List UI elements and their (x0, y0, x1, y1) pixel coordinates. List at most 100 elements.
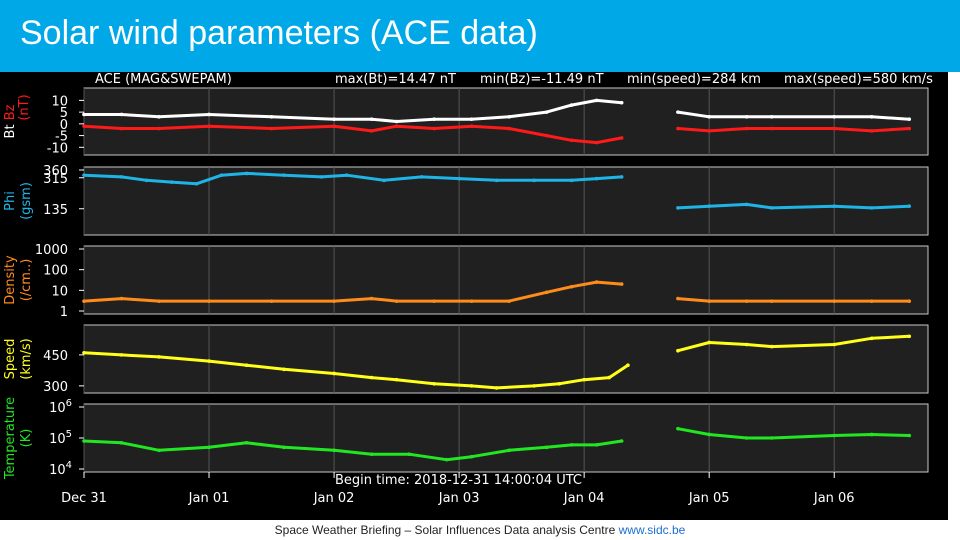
series-density-point (769, 299, 774, 303)
series-temperature-point (594, 443, 599, 447)
series-speed-point (332, 371, 336, 376)
series-phi-point (419, 175, 424, 179)
y-tick-label: 360 (43, 164, 68, 179)
series-phi-line (83, 171, 622, 186)
y-axis-label: Speed (3, 339, 18, 380)
series-phi-point (832, 204, 837, 208)
series-bz-point (469, 124, 474, 128)
y-axis-unit: (/cm..) (19, 259, 34, 302)
title-bar: Solar wind parameters (ACE data) (0, 0, 960, 72)
y-tick-label: 450 (43, 349, 68, 364)
y-tick-label: 135 (43, 203, 68, 218)
y-axis-label: Bt Bz (3, 104, 18, 138)
series-bz-point (594, 140, 599, 145)
y-label-bz: Bz (3, 104, 18, 120)
series-bt-point (594, 98, 599, 103)
series-bt-point (82, 112, 86, 117)
footer-link[interactable]: www.sidc.be (618, 523, 686, 537)
series-bz-point (394, 124, 399, 128)
header-min-bz: min(Bz)=-11.49 nT (480, 72, 604, 87)
series-density-point (394, 299, 399, 303)
series-density-point (619, 282, 624, 286)
series-bz-point (507, 126, 511, 131)
header-max-bt: max(Bt)=14.47 nT (335, 72, 456, 87)
series-bz-point (332, 124, 336, 128)
y-tick-label: 300 (43, 380, 68, 395)
series-phi-point (619, 175, 624, 179)
series-bz-point (707, 129, 711, 133)
y-axis-unit: (nT) (17, 94, 32, 120)
series-phi-point (494, 178, 499, 183)
series-bt-point (832, 115, 837, 119)
series-density-point (207, 299, 211, 303)
series-density-point (569, 284, 574, 289)
series-temperature-point (282, 445, 286, 450)
series-speed-point (532, 384, 536, 388)
x-tick-label: Jan 06 (813, 491, 855, 506)
series-temperature-point (619, 439, 624, 443)
series-speed-point (557, 382, 561, 386)
y-tick-label: -10 (47, 141, 68, 156)
series-density-point (369, 296, 374, 301)
x-tick-label: Jan 03 (438, 491, 480, 506)
series-bt-point (744, 115, 749, 119)
series-bz-point (769, 126, 774, 131)
series-phi-point (707, 204, 711, 208)
header-max-speed: max(speed)=580 km/s (784, 72, 933, 87)
series-bt-point (507, 115, 511, 119)
series-phi-point (907, 204, 912, 208)
series-temperature-point (832, 433, 837, 438)
y-tick-label: 0 (60, 118, 68, 133)
y-tick-label: 5 (60, 106, 68, 121)
series-phi-point (194, 181, 199, 186)
series-phi-point (144, 178, 149, 183)
series-density-point (907, 299, 912, 303)
y-tick-label: 1000 (35, 243, 68, 258)
series-bt-point (676, 110, 680, 114)
series-temperature-point (82, 439, 86, 443)
series-temperature-point (469, 454, 474, 459)
series-temperature-point (507, 448, 511, 453)
series-temperature-point (744, 436, 749, 440)
footer: Space Weather Briefing – Solar Influence… (0, 520, 960, 540)
series-density-point (269, 299, 274, 303)
series-speed-point (707, 340, 711, 345)
series-phi-point (532, 178, 536, 183)
y-tick-label: -5 (55, 130, 68, 145)
plot-area: ACE (MAG&SWEPAM) max(Bt)=14.47 nT min(Bz… (0, 72, 948, 520)
series-speed-point (832, 342, 837, 347)
series-bz-point (544, 133, 549, 138)
series-density-point (594, 280, 599, 284)
series-density-point (82, 299, 86, 303)
series-temperature-line (83, 439, 622, 462)
series-temperature-point (569, 443, 574, 447)
series-bt-point (207, 112, 211, 117)
series-bz-point (869, 129, 874, 133)
series-bt-point (332, 117, 336, 121)
panel-frame (83, 87, 929, 156)
header-source: ACE (MAG&SWEPAM) (95, 72, 232, 87)
series-temperature-point (676, 426, 680, 431)
series-bz-point (619, 136, 624, 140)
series-bt-point (707, 115, 711, 119)
series-density-point (832, 299, 837, 303)
series-temperature-point (332, 448, 336, 453)
series-phi-point (169, 180, 174, 184)
series-temperature-point (707, 432, 711, 437)
x-tick-label: Jan 05 (688, 491, 730, 506)
series-phi-point (744, 202, 749, 207)
solar-wind-chart: ACE (MAG&SWEPAM) max(Bt)=14.47 nT min(Bz… (0, 72, 948, 520)
y-axis-unit: (gsm) (19, 182, 34, 220)
series-bt-point (769, 115, 774, 119)
x-axis: Dec 31 Jan 01 Jan 02 Jan 03 Jan 04 Jan 05 Jan … (61, 472, 855, 506)
series-phi-point (244, 171, 249, 176)
footer-text: Space Weather Briefing – Solar Influence… (274, 523, 616, 537)
x-tick-label: Jan 02 (313, 491, 355, 506)
series-bt-point (432, 117, 436, 121)
panel-3: 450 300 Speed (km/s) (3, 324, 929, 395)
series-phi-point (319, 175, 324, 179)
panel-2: 1000 100 10 1 Density (/cm..) (3, 243, 929, 320)
series-speed-point (582, 377, 586, 382)
